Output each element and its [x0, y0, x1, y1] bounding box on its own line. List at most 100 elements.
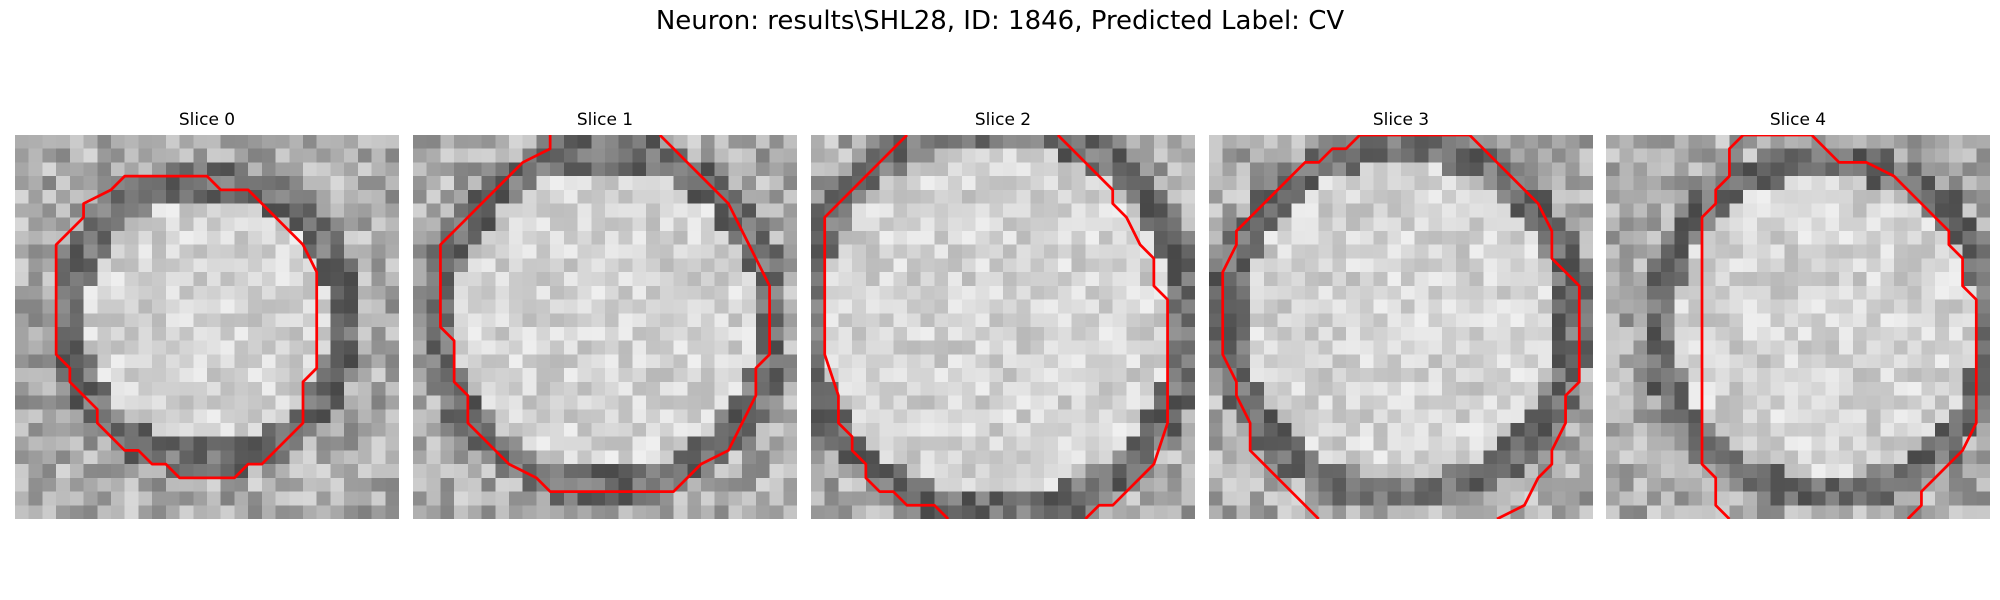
pixel	[1784, 176, 1799, 191]
pixel	[1729, 368, 1744, 383]
pixel	[1030, 217, 1045, 232]
pixel	[769, 395, 784, 410]
pixel	[742, 450, 757, 465]
pixel	[1839, 450, 1854, 465]
pixel	[165, 217, 180, 232]
slice-panel-2: Slice 2	[811, 109, 1195, 519]
pixel	[1962, 162, 1977, 177]
pixel	[1551, 217, 1566, 232]
pixel	[1455, 368, 1470, 383]
pixel	[234, 217, 249, 232]
pixel	[1099, 368, 1113, 383]
pixel	[1373, 299, 1388, 314]
pixel	[1222, 381, 1237, 396]
pixel	[714, 203, 729, 218]
pixel	[1715, 381, 1730, 396]
pixel	[454, 176, 469, 191]
pixel	[1510, 423, 1525, 437]
pixel	[893, 423, 908, 437]
pixel	[1551, 313, 1566, 328]
pixel	[522, 423, 537, 437]
pixel	[1551, 395, 1566, 410]
pixel	[15, 491, 29, 506]
pixel	[316, 272, 331, 287]
pixel	[577, 285, 592, 300]
pixel	[316, 327, 331, 341]
pixel	[1305, 148, 1319, 163]
pixel	[1044, 203, 1059, 218]
pixel	[907, 409, 921, 424]
pixel	[550, 272, 565, 287]
pixel	[1660, 217, 1675, 232]
pixel	[1524, 231, 1539, 245]
pixel	[316, 423, 331, 437]
pixel	[426, 148, 441, 163]
pixel	[975, 135, 990, 149]
pixel	[1030, 162, 1045, 177]
pixel	[1715, 327, 1730, 341]
pixel	[618, 313, 633, 328]
pixel	[1907, 477, 1922, 492]
pixel	[28, 409, 43, 424]
pixel	[577, 395, 592, 410]
pixel	[289, 203, 304, 218]
pixel	[1510, 450, 1525, 465]
pixel	[1715, 354, 1730, 369]
pixel	[275, 231, 290, 245]
pixel	[1442, 368, 1457, 383]
pixel	[193, 381, 208, 396]
pixel	[1030, 340, 1045, 355]
pixel	[413, 176, 427, 191]
pixel	[1469, 395, 1484, 410]
pixel	[824, 436, 839, 451]
pixel	[1579, 244, 1593, 259]
pixel	[509, 395, 523, 410]
pixel	[1003, 423, 1017, 437]
pixel	[1907, 135, 1922, 149]
pixel	[83, 148, 98, 163]
pixel	[563, 231, 578, 245]
pixel	[714, 148, 729, 163]
pixel	[1030, 477, 1045, 492]
pixel	[1291, 368, 1306, 383]
pixel	[769, 299, 784, 314]
pixel	[659, 491, 674, 506]
pixel	[1497, 450, 1511, 465]
pixel	[1880, 231, 1895, 245]
pixel	[1442, 272, 1457, 287]
pixel	[426, 217, 441, 232]
pixel	[687, 231, 702, 245]
pixel	[1044, 231, 1059, 245]
pixel	[207, 285, 221, 300]
pixel	[728, 203, 743, 218]
pixel	[1359, 505, 1374, 519]
pixel	[1057, 464, 1072, 479]
pixel	[1167, 231, 1182, 245]
pixel	[1907, 395, 1922, 410]
pixel	[1825, 409, 1840, 424]
pixel	[179, 203, 194, 218]
pixel	[1565, 395, 1580, 410]
pixel	[344, 285, 359, 300]
pixel	[536, 381, 551, 396]
pixel	[852, 272, 867, 287]
pixel	[852, 327, 867, 341]
pixel	[1442, 244, 1457, 259]
pixel	[1250, 340, 1265, 355]
pixel	[303, 340, 317, 355]
slice-1-image	[413, 135, 797, 519]
pixel	[42, 395, 57, 410]
pixel	[1497, 203, 1511, 218]
pixel	[632, 231, 647, 245]
pixel	[289, 381, 304, 396]
pixel	[1948, 477, 1963, 492]
pixel	[1112, 505, 1127, 519]
pixel	[207, 491, 221, 506]
pixel	[1153, 217, 1168, 232]
pixel	[838, 135, 853, 149]
pixel	[1099, 313, 1113, 328]
pixel	[467, 272, 482, 287]
pixel	[1880, 217, 1895, 232]
pixel	[948, 368, 963, 383]
pixel	[124, 148, 139, 163]
